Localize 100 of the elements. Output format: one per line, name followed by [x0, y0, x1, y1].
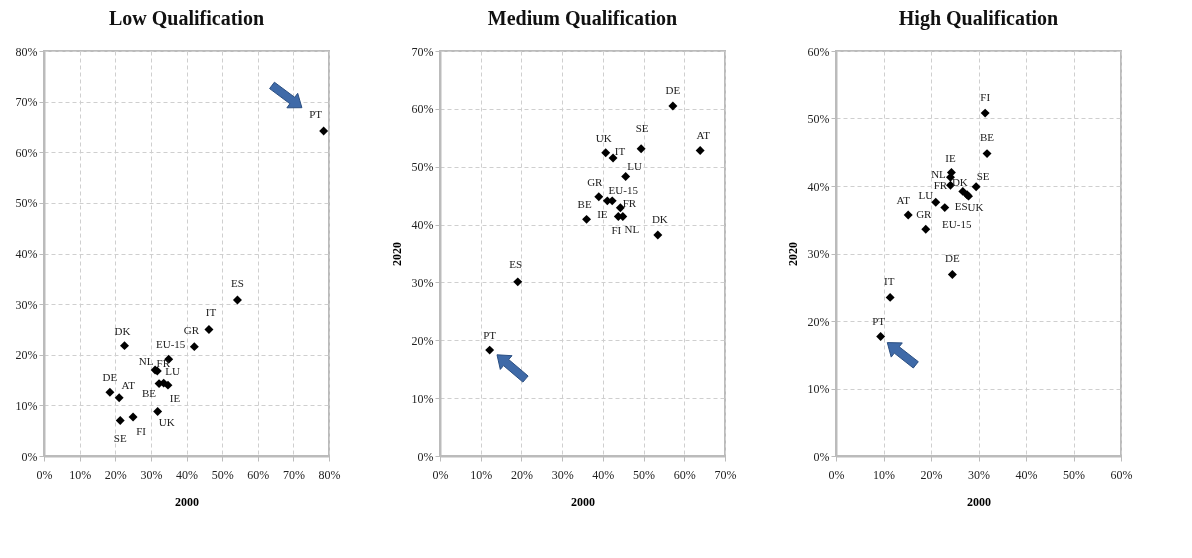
x-tick-label: 40%: [176, 467, 198, 482]
annotation: DE: [102, 371, 118, 384]
x-tick-label: 30%: [140, 467, 163, 482]
y-tick-label: 60%: [807, 44, 830, 59]
annotation: PT: [309, 107, 323, 120]
annotation: GR: [916, 208, 933, 221]
x-tick-label: 30%: [551, 467, 574, 482]
x-tick-label: 10%: [69, 467, 92, 482]
x-tick-label: 10%: [873, 467, 895, 482]
annotation: UK: [158, 416, 175, 429]
annotation: EU-15: [156, 338, 186, 351]
y-tick-label: 30%: [411, 275, 434, 290]
y-tick-label: 60%: [15, 145, 38, 160]
annotation: AT: [896, 194, 911, 207]
y-tick-label: 50%: [411, 160, 434, 175]
y-tick-label: 20%: [807, 314, 830, 329]
annotation: FI: [980, 91, 991, 104]
annotation: PT: [872, 314, 886, 327]
annotation: NL: [624, 223, 640, 236]
x-axis-title: 2000: [967, 494, 991, 509]
y-tick-label: 70%: [411, 44, 434, 59]
y-tick-label: 50%: [807, 112, 830, 126]
y-tick-label: 30%: [807, 247, 830, 261]
x-tick-label: 80%: [318, 467, 341, 482]
x-tick-label: 40%: [592, 467, 615, 482]
y-tick-label: 40%: [411, 218, 434, 233]
y-tick-label: 50%: [15, 196, 38, 211]
annotation: AT: [121, 378, 136, 391]
y-tick-label: 60%: [411, 102, 434, 117]
annotation: SE: [976, 169, 990, 182]
annotation: NL: [931, 168, 947, 181]
annotation: DE: [945, 252, 960, 265]
annotation: SE: [635, 121, 649, 134]
y-tick-label: 20%: [411, 333, 434, 348]
annotation: FR: [622, 196, 637, 209]
annotation: EU-15: [942, 217, 972, 230]
x-tick-label: 10%: [470, 467, 493, 482]
x-tick-label: 20%: [104, 467, 127, 482]
annotation: IE: [945, 151, 956, 164]
x-tick-label: 60%: [673, 467, 696, 482]
annotation: DK: [114, 324, 131, 337]
y-tick-label: 0%: [813, 449, 830, 464]
annotation: NL: [138, 354, 154, 367]
y-tick-label: 0%: [417, 449, 434, 464]
annotation: PT: [483, 329, 497, 342]
annotation: FI: [611, 224, 622, 237]
x-tick-label: 60%: [1110, 467, 1133, 482]
chart-title: Low Qualification: [108, 7, 265, 29]
annotation: FR: [933, 179, 948, 192]
x-tick-label: 50%: [211, 467, 234, 482]
x-tick-label: 0%: [36, 467, 53, 482]
annotation: IT: [614, 145, 626, 158]
annotation: DE: [665, 83, 681, 96]
annotation: ES: [231, 277, 244, 290]
y-tick-label: 30%: [15, 297, 38, 312]
x-axis-title: 2000: [571, 494, 595, 509]
x-tick-label: 70%: [282, 467, 305, 482]
annotation: BE: [577, 198, 592, 211]
y-tick-label: 20%: [15, 348, 38, 363]
x-tick-label: 0%: [432, 467, 449, 482]
annotation: EU-15: [608, 183, 639, 196]
x-tick-label: 60%: [247, 467, 270, 482]
chart-title: Medium Qualification: [487, 7, 678, 29]
y-tick-label: 10%: [411, 391, 434, 406]
annotation: IT: [205, 306, 217, 319]
x-tick-label: 50%: [633, 467, 656, 482]
x-axis-title: 2000: [175, 494, 199, 509]
annotation: DK: [651, 212, 668, 225]
annotation: GR: [587, 175, 604, 188]
annotation: LU: [627, 159, 643, 172]
annotation: BE: [980, 130, 995, 143]
x-tick-label: 30%: [968, 467, 990, 482]
annotation: IT: [883, 275, 895, 288]
annotation: UK: [595, 131, 612, 144]
annotation: DK: [951, 176, 968, 189]
annotation: ES: [954, 199, 968, 212]
chart-title: High Qualification: [898, 7, 1059, 30]
y-tick-label: 40%: [15, 247, 38, 261]
annotation: ES: [509, 257, 523, 270]
annotation: SE: [113, 431, 127, 444]
annotation: BE: [142, 386, 157, 399]
annotation: AT: [696, 128, 711, 141]
y-tick-label: 10%: [15, 398, 38, 413]
y-tick-label: 70%: [15, 95, 38, 110]
y-tick-label: 10%: [807, 382, 830, 396]
y-tick-label: 0%: [21, 449, 38, 464]
y-tick-label: 40%: [807, 179, 830, 194]
x-tick-label: 20%: [920, 467, 943, 482]
annotation: IE: [169, 392, 181, 405]
y-tick-label: 80%: [15, 44, 38, 59]
x-tick-label: 70%: [714, 467, 737, 482]
x-tick-label: 20%: [510, 467, 533, 482]
annotation: FI: [136, 425, 147, 438]
x-tick-label: 0%: [828, 467, 845, 482]
x-tick-label: 40%: [1015, 467, 1038, 482]
annotation: LU: [918, 189, 934, 202]
annotation: GR: [183, 323, 200, 336]
annotation: UK: [967, 201, 984, 214]
x-tick-label: 50%: [1063, 467, 1085, 482]
y-axis-title: 2020: [389, 242, 404, 266]
